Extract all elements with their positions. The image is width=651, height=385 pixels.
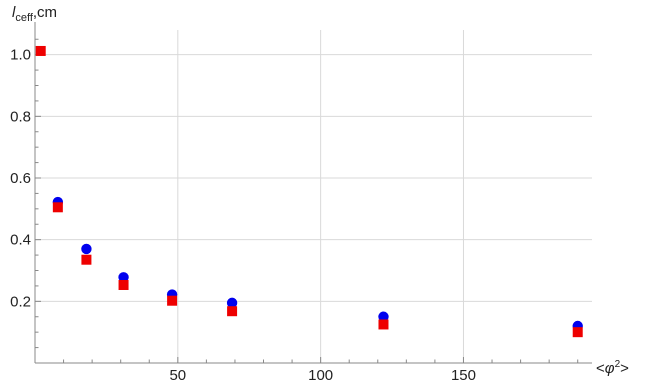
square-marker [81, 254, 92, 265]
circle-marker [378, 311, 389, 322]
axes [34, 22, 592, 364]
x-axis-label-open: < [596, 360, 605, 377]
square-marker [52, 202, 63, 213]
y-tick-label: 1.0 [10, 47, 31, 64]
x-axis-label: <φ2> [596, 359, 629, 377]
x-axis-label-symbol: φ [605, 360, 615, 377]
square-marker [227, 306, 238, 317]
data-markers [35, 45, 583, 338]
y-tick-label: 0.8 [10, 108, 31, 125]
y-axis-label-subscript: ceff [15, 12, 33, 24]
y-tick-label: 0.2 [10, 293, 31, 310]
tick-labels: 50 100 150 0.2 0.4 0.6 0.8 1.0 [10, 47, 476, 384]
y-tick-label: 0.6 [10, 170, 31, 187]
y-axis-label-unit: ,cm [33, 4, 57, 21]
square-marker [35, 45, 46, 56]
x-tick-label: 150 [451, 367, 476, 384]
grid-lines [35, 30, 592, 363]
y-axis-label: lceff,cm [12, 4, 57, 24]
square-marker [167, 295, 178, 306]
circle-marker [226, 297, 238, 309]
y-tick-label: 0.4 [10, 232, 31, 249]
circle-marker [118, 272, 129, 283]
y-axis-label-main: l [12, 4, 16, 21]
square-marker [572, 327, 583, 338]
x-tick-label: 50 [169, 367, 186, 384]
x-tick-label: 100 [308, 367, 333, 384]
square-marker [118, 279, 129, 290]
x-axis-label-exponent: 2 [615, 359, 621, 370]
circle-marker [81, 243, 92, 255]
square-marker [378, 319, 389, 330]
x-axis-label-close: > [620, 360, 629, 377]
